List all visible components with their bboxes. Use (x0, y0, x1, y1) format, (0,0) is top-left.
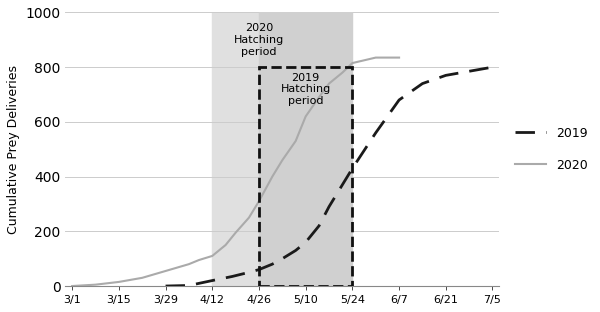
Y-axis label: Cumulative Prey Deliveries: Cumulative Prey Deliveries (7, 65, 20, 234)
Text: 2020
Hatching
period: 2020 Hatching period (234, 23, 284, 56)
Bar (259, 12, 352, 286)
Bar (259, 67, 352, 286)
Bar (212, 12, 305, 286)
Text: 2019
Hatching
period: 2019 Hatching period (281, 73, 331, 106)
Legend: 2019, 2020: 2019, 2020 (510, 122, 593, 177)
